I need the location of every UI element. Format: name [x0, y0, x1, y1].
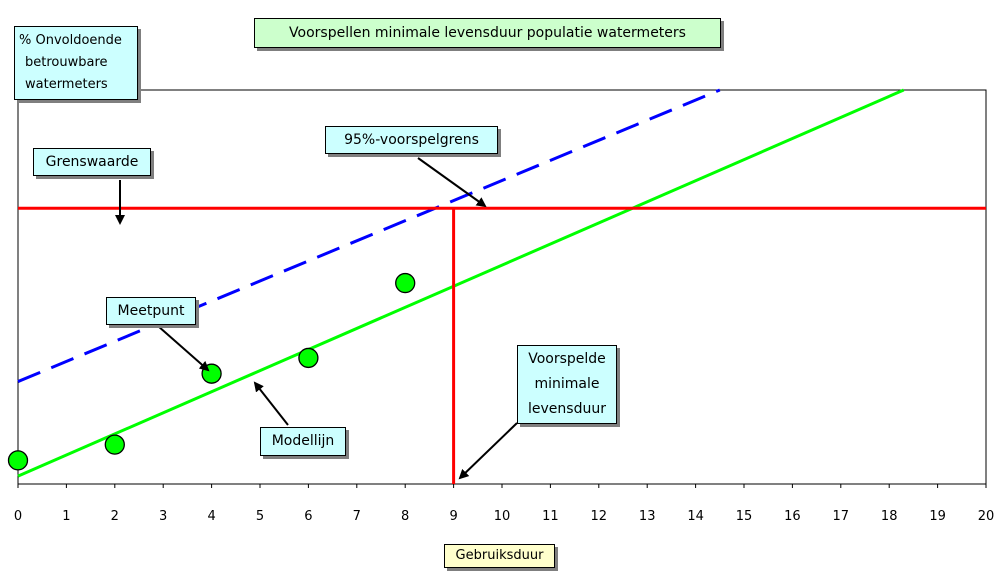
x-tick-label-20: 20	[978, 509, 995, 524]
data-point-1	[104, 434, 125, 455]
x-tick-label-3: 3	[159, 509, 167, 524]
x-tick-label-6: 6	[304, 509, 312, 524]
y-axis-label-line-1: % Onvoldoende	[19, 33, 122, 48]
label-voorspelde-line-3: levensduur	[528, 401, 606, 417]
x-tick-label-17: 17	[833, 509, 850, 524]
x-axis-label: Gebruiksduur	[444, 544, 555, 568]
x-tick-label-0: 0	[14, 509, 22, 524]
x-tick-label-4: 4	[207, 509, 215, 524]
x-tick-label-18: 18	[881, 509, 898, 524]
label-meetpunt: Meetpunt	[106, 297, 196, 325]
data-point-0	[7, 450, 29, 471]
data-point-3	[298, 347, 319, 369]
arrow-meetpunt	[157, 325, 210, 372]
x-tick-label-16: 16	[784, 509, 801, 524]
label-voorspelde-line-1: Voorspelde	[528, 351, 606, 367]
x-tick-label-13: 13	[639, 509, 656, 524]
x-tick-label-12: 12	[591, 509, 608, 524]
arrow-modellijn	[253, 381, 289, 426]
y-axis-label-line-3: watermeters	[25, 77, 108, 92]
x-tick-label-5: 5	[256, 509, 264, 524]
x-tick-label-14: 14	[687, 509, 704, 524]
x-tick-label-11: 11	[542, 509, 559, 524]
chart-title: Voorspellen minimale levensduur populati…	[254, 18, 721, 48]
series-line-modellijn	[17, 88, 905, 478]
label-voorspelde-line-2: minimale	[534, 376, 600, 392]
label-grenswaarde: Grenswaarde	[33, 148, 151, 176]
x-tick-label-1: 1	[62, 509, 70, 524]
y-axis-label-line-2: betrouwbare	[25, 55, 108, 70]
x-tick-label-10: 10	[494, 509, 511, 524]
label-modellijn: Modellijn	[260, 427, 346, 456]
x-tick-label-19: 19	[929, 509, 946, 524]
x-tick-label-15: 15	[736, 509, 753, 524]
plot-area	[17, 89, 987, 485]
label-voorspelde-minimale-levensduur: Voorspelde minimale levensduur	[517, 345, 617, 424]
x-tick-label-2: 2	[111, 509, 119, 524]
x-tick-label-9: 9	[449, 509, 457, 524]
y-axis-label: % Onvoldoende betrouwbare watermeters	[14, 26, 138, 100]
arrow-voorspelde	[458, 422, 518, 480]
x-tick-label-8: 8	[401, 509, 409, 524]
x-tick-label-7: 7	[353, 509, 361, 524]
label-voorspelgrens: 95%-voorspelgrens	[325, 126, 498, 154]
data-point-4	[395, 272, 416, 294]
series-line-95-voorspelgrens	[17, 88, 721, 383]
arrow-voorspelgrens	[417, 157, 487, 208]
